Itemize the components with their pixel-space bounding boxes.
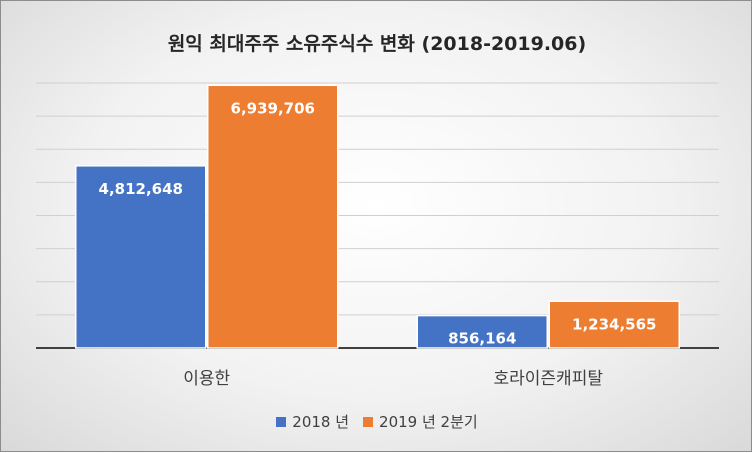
legend-swatch-2019q2 — [363, 416, 374, 427]
data-label-0-0: 4,812,648 — [99, 180, 183, 198]
data-label-1-0: 856,164 — [448, 330, 516, 348]
data-label-1-1: 1,234,565 — [572, 315, 656, 333]
legend-item-2018: 2018 년 — [276, 411, 349, 432]
legend-label-2019q2: 2019 년 2분기 — [379, 413, 478, 431]
bar-1-0 — [416, 314, 548, 349]
data-label-0-1: 6,939,706 — [231, 99, 315, 117]
bar-0-0 — [75, 165, 207, 349]
legend: 2018 년 2019 년 2분기 — [1, 411, 752, 432]
legend-label-2018: 2018 년 — [292, 413, 350, 431]
legend-swatch-2018 — [276, 416, 287, 427]
category-label-0: 이용한 — [183, 369, 230, 389]
chart-title: 원익 최대주주 소유주식수 변화 (2018-2019.06) — [167, 33, 587, 55]
bar-1-1 — [548, 300, 680, 349]
category-label-1: 호라이즌캐피탈 — [494, 369, 604, 389]
legend-item-2019q2: 2019 년 2분기 — [363, 411, 478, 432]
bar-0-1 — [207, 84, 339, 349]
